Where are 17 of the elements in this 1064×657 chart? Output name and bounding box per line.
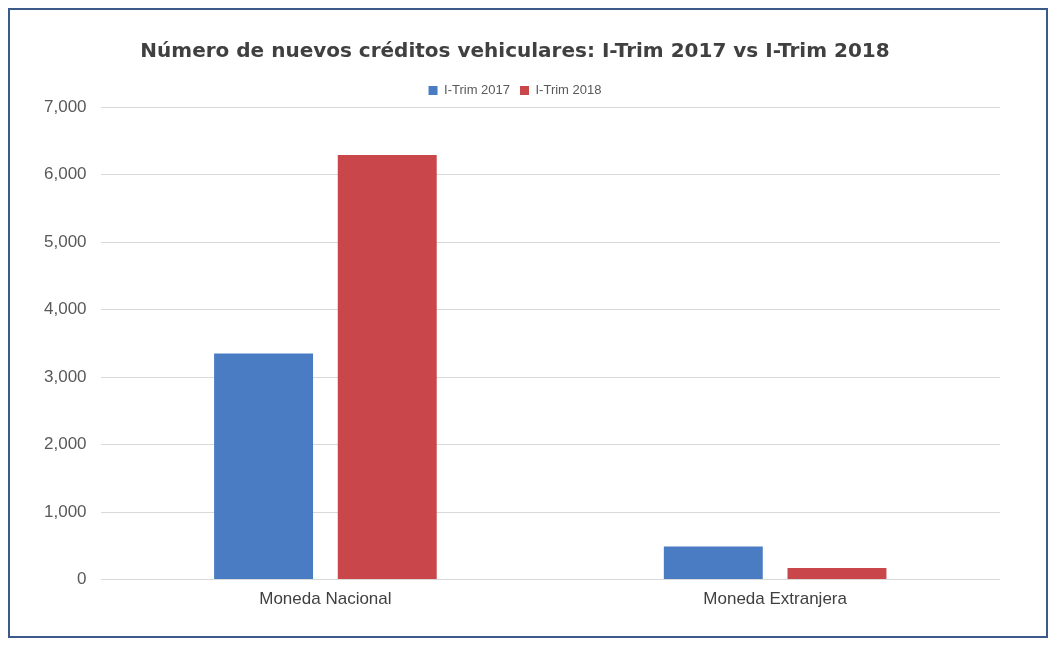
y-tick-label: 1,000 <box>43 501 87 521</box>
y-tick-label: 6,000 <box>43 164 87 184</box>
bar <box>663 546 763 580</box>
x-tick-label: Moneda Extranjera <box>703 589 848 609</box>
bar <box>787 568 887 580</box>
chart-title: Número de nuevos créditos vehiculares: I-Trim 2017 vs I-Trim 2018 <box>140 38 890 63</box>
y-tick-label: 7,000 <box>43 96 87 116</box>
legend-label: I-Trim 2018 <box>535 82 602 98</box>
bar <box>214 353 314 580</box>
y-tick-label: 4,000 <box>43 299 87 319</box>
y-tick-label: 3,000 <box>43 366 87 386</box>
legend-label: I-Trim 2017 <box>444 82 511 98</box>
y-tick-label: 5,000 <box>43 231 87 251</box>
x-tick-label: Moneda Nacional <box>259 589 392 609</box>
y-tick-label: 0 <box>77 569 87 589</box>
bar <box>337 154 437 580</box>
y-tick-label: 2,000 <box>43 434 87 454</box>
